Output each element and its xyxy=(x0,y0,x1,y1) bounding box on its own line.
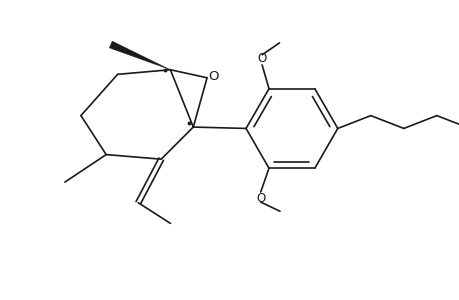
Text: O: O xyxy=(256,192,265,205)
Text: O: O xyxy=(207,70,218,83)
Polygon shape xyxy=(109,41,170,70)
Text: O: O xyxy=(257,52,266,65)
